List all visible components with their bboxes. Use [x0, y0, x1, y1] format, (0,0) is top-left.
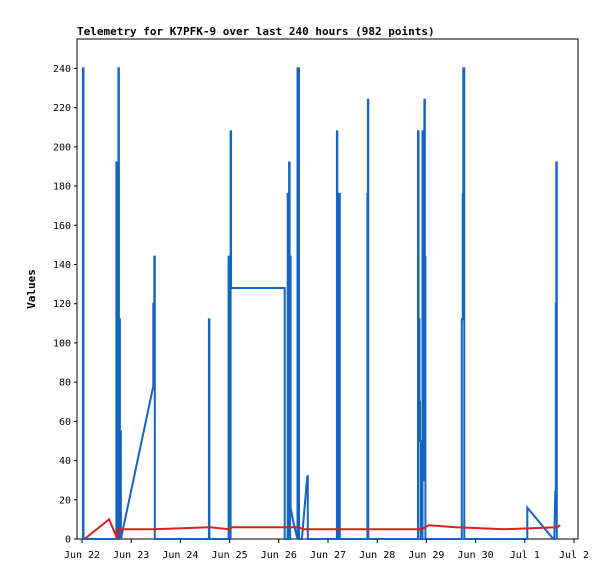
y-tick-label: 240	[53, 64, 71, 75]
y-tick-label: 0	[65, 535, 71, 546]
x-tick-label: Jul 1	[510, 550, 540, 561]
x-tick-label: Jun 30	[458, 550, 494, 561]
y-tick-label: 60	[59, 417, 71, 428]
y-tick-label: 180	[53, 182, 71, 193]
y-axis-label: Values	[25, 269, 38, 309]
y-tick-label: 160	[53, 221, 71, 232]
x-tick-label: Jun 29	[408, 550, 444, 561]
y-tick-label: 40	[59, 456, 71, 467]
x-axis: Jun 22 Jun 23 Jun 24 Jun 25 Jun 26 Jun 27 Jun …	[64, 539, 589, 561]
y-tick-label: 140	[53, 260, 71, 271]
plot-area-frame	[76, 38, 579, 540]
x-tick-label: Jun 27	[310, 550, 346, 561]
series-line-1	[82, 67, 558, 540]
x-tick-label: Jul 2	[559, 550, 589, 561]
y-tick-label: 120	[53, 299, 71, 310]
y-tick-label: 20	[59, 495, 71, 506]
chart-title: Telemetry for K7PFK-9 over last 240 hour…	[77, 25, 435, 38]
x-tick-label: Jun 22	[64, 550, 100, 561]
y-tick-label: 200	[53, 142, 71, 153]
series-layer	[82, 67, 561, 540]
series-line-2	[83, 517, 561, 540]
x-tick-label: Jun 28	[359, 550, 395, 561]
x-tick-label: Jun 25	[212, 550, 248, 561]
y-tick-label: 220	[53, 103, 71, 114]
y-tick-label: 80	[59, 378, 71, 389]
x-tick-label: Jun 26	[261, 550, 297, 561]
y-tick-label: 100	[53, 338, 71, 349]
x-tick-label: Jun 24	[162, 550, 198, 561]
y-axis: 0 20 40 60 80 100 120 140 160 180 200 220 240	[53, 64, 77, 546]
x-tick-label: Jun 23	[113, 550, 149, 561]
